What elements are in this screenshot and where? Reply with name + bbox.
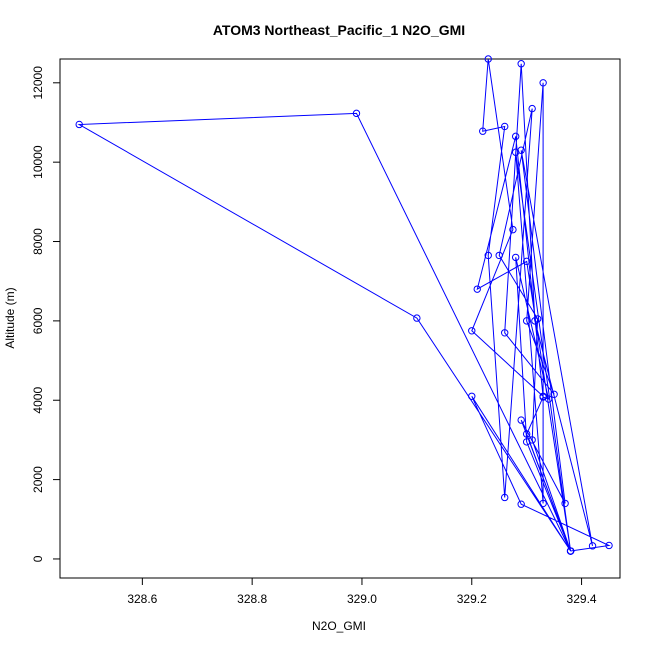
- data-point: [501, 493, 509, 502]
- y-tick-label: 12000: [31, 66, 45, 100]
- data-point: [517, 416, 525, 424]
- data-point: [550, 390, 558, 398]
- y-tick-label: 6000: [31, 307, 45, 334]
- data-point: [479, 127, 487, 135]
- data-point: [511, 148, 520, 156]
- data-series: [75, 55, 613, 555]
- x-tick-label: 328.6: [127, 592, 157, 606]
- y-tick-label: 8000: [31, 228, 45, 255]
- x-tick-label: 328.8: [237, 592, 267, 606]
- x-tick-label: 329.4: [567, 592, 597, 606]
- plot-frame: [59, 58, 621, 579]
- data-point: [522, 430, 531, 438]
- data-point: [531, 317, 539, 325]
- data-point: [511, 253, 520, 262]
- data-point: [561, 499, 569, 508]
- data-point: [501, 122, 509, 131]
- data-point: [501, 329, 509, 337]
- data-point: [539, 499, 547, 508]
- data-point: [528, 104, 536, 113]
- data-point: [539, 79, 547, 87]
- data-point: [544, 395, 553, 403]
- data-point: [352, 109, 361, 118]
- data-point: [566, 547, 575, 555]
- data-point: [468, 392, 476, 400]
- data-point: [468, 327, 476, 335]
- data-point: [522, 317, 531, 325]
- data-point: [413, 314, 421, 322]
- data-point: [484, 251, 492, 260]
- data-point: [522, 438, 531, 446]
- x-axis-label: N2O_GMI: [312, 619, 366, 633]
- y-axis: 0 2000 4000 6000 8000 10000 12000: [31, 66, 61, 562]
- data-point: [509, 225, 517, 234]
- chart-title: ATOM3 Northeast_Pacific_1 N2O_GMI: [213, 22, 465, 38]
- data-point: [495, 251, 503, 260]
- y-tick-label: 2000: [31, 466, 45, 493]
- y-axis-label: Altitude (m): [3, 287, 17, 348]
- data-point: [517, 500, 525, 508]
- series-line: [77, 58, 611, 552]
- data-point: [75, 120, 83, 129]
- data-point: [484, 55, 492, 63]
- data-point: [473, 285, 481, 293]
- data-point: [517, 60, 525, 68]
- x-tick-label: 329.2: [457, 592, 487, 606]
- x-tick-label: 329.0: [347, 592, 377, 606]
- data-point: [588, 542, 597, 550]
- data-point: [605, 541, 613, 550]
- y-tick-label: 4000: [31, 387, 45, 414]
- y-tick-label: 0: [31, 555, 45, 562]
- data-point: [522, 257, 531, 266]
- x-axis: 328.6 328.8 329.0 329.2 329.4: [127, 577, 597, 606]
- data-point: [511, 132, 520, 141]
- y-tick-label: 10000: [31, 145, 45, 179]
